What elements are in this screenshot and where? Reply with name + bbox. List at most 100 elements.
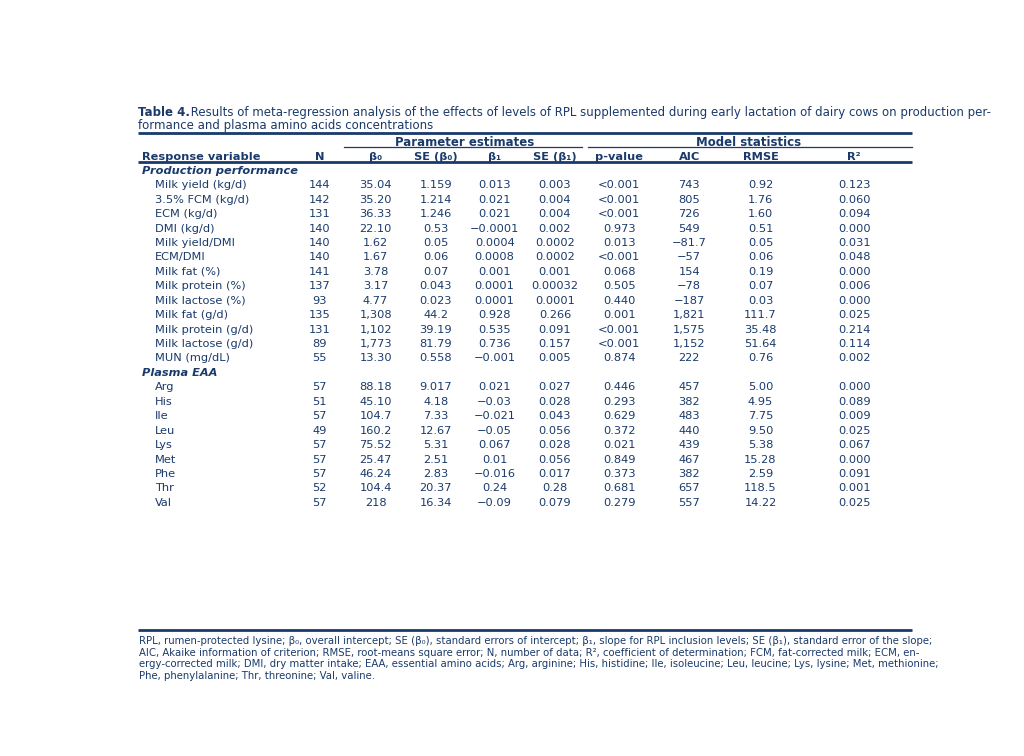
Text: 0.056: 0.056 [539,426,571,435]
Text: 0.535: 0.535 [478,324,511,335]
Text: DMI (kg/d): DMI (kg/d) [155,224,214,234]
Text: 57: 57 [312,498,327,508]
Text: 0.372: 0.372 [603,426,636,435]
Text: 1,821: 1,821 [673,310,706,321]
Text: 0.094: 0.094 [838,209,870,219]
Text: −0.03: −0.03 [477,397,512,407]
Text: 4.77: 4.77 [362,296,388,305]
Text: Milk lactose (g/d): Milk lactose (g/d) [155,339,253,349]
Text: 0.07: 0.07 [423,267,449,277]
Text: 1,152: 1,152 [673,339,706,349]
Text: 20.37: 20.37 [420,483,453,494]
Text: Milk fat (g/d): Milk fat (g/d) [155,310,228,321]
Text: −78: −78 [677,281,701,291]
Text: 1.67: 1.67 [362,253,388,262]
Text: 0.003: 0.003 [539,180,571,191]
Text: 111.7: 111.7 [744,310,777,321]
Text: p-value: p-value [595,152,643,162]
Text: 0.004: 0.004 [539,209,571,219]
Text: 0.05: 0.05 [748,238,773,248]
Text: 0.0001: 0.0001 [475,296,515,305]
Text: 743: 743 [678,180,699,191]
Text: 0.53: 0.53 [423,224,449,234]
Text: 51.64: 51.64 [744,339,776,349]
Text: 440: 440 [678,426,699,435]
Text: 0.000: 0.000 [838,454,870,464]
Text: 0.079: 0.079 [539,498,571,508]
Text: 0.002: 0.002 [539,224,571,234]
Text: RMSE: RMSE [742,152,778,162]
Text: −0.001: −0.001 [473,354,516,364]
Text: 0.0004: 0.0004 [475,238,514,248]
Text: 2.51: 2.51 [423,454,449,464]
Text: 0.025: 0.025 [838,310,870,321]
Text: 154: 154 [678,267,699,277]
Text: 0.067: 0.067 [838,440,870,450]
Text: 2.83: 2.83 [423,469,449,479]
Text: 0.05: 0.05 [423,238,449,248]
Text: 726: 726 [678,209,699,219]
Text: 1,308: 1,308 [359,310,392,321]
Text: 1.159: 1.159 [420,180,453,191]
Text: MUN (mg/dL): MUN (mg/dL) [155,354,229,364]
Text: 160.2: 160.2 [359,426,392,435]
Text: −187: −187 [674,296,705,305]
Text: 0.03: 0.03 [748,296,773,305]
Text: 0.07: 0.07 [748,281,773,291]
Text: 0.028: 0.028 [539,397,571,407]
Text: Milk lactose (%): Milk lactose (%) [155,296,246,305]
Text: 0.000: 0.000 [838,224,870,234]
Text: 467: 467 [678,454,699,464]
Text: 93: 93 [312,296,327,305]
Text: 0.001: 0.001 [539,267,571,277]
Text: Results of meta-regression analysis of the effects of levels of RPL supplemented: Results of meta-regression analysis of t… [186,106,991,119]
Text: Phe: Phe [155,469,176,479]
Text: 25.47: 25.47 [359,454,392,464]
Text: 57: 57 [312,440,327,450]
Text: 0.0001: 0.0001 [475,281,515,291]
Text: <0.001: <0.001 [598,195,640,205]
Text: 0.002: 0.002 [838,354,870,364]
Text: 57: 57 [312,469,327,479]
Text: 4.18: 4.18 [423,397,449,407]
Text: 104.4: 104.4 [359,483,392,494]
Text: 0.00032: 0.00032 [531,281,579,291]
Text: 439: 439 [678,440,699,450]
Text: 75.52: 75.52 [359,440,392,450]
Text: 0.51: 0.51 [748,224,773,234]
Text: 0.06: 0.06 [423,253,449,262]
Text: 142: 142 [308,195,330,205]
Text: 0.505: 0.505 [603,281,636,291]
Text: 0.009: 0.009 [838,411,870,421]
Text: 382: 382 [678,469,699,479]
Text: 1,773: 1,773 [359,339,392,349]
Text: 81.79: 81.79 [420,339,453,349]
Text: 35.04: 35.04 [359,180,392,191]
Text: 5.00: 5.00 [748,383,773,392]
Text: formance and plasma amino acids concentrations: formance and plasma amino acids concentr… [137,119,433,132]
Text: 549: 549 [678,224,699,234]
Text: 0.28: 0.28 [543,483,567,494]
Text: 1,102: 1,102 [359,324,392,335]
Text: 131: 131 [308,324,330,335]
Text: 22.10: 22.10 [359,224,392,234]
Text: 0.000: 0.000 [838,383,870,392]
Text: SE (β₁): SE (β₁) [534,152,577,162]
Text: 0.000: 0.000 [838,267,870,277]
Text: 0.000: 0.000 [838,296,870,305]
Text: <0.001: <0.001 [598,339,640,349]
Text: 0.028: 0.028 [539,440,571,450]
Text: 3.17: 3.17 [362,281,388,291]
Text: 0.214: 0.214 [838,324,870,335]
Text: 0.0008: 0.0008 [475,253,515,262]
Text: 5.31: 5.31 [423,440,449,450]
Text: Table 4.: Table 4. [137,106,189,119]
Text: 0.006: 0.006 [838,281,870,291]
Text: Met: Met [155,454,176,464]
Text: 51: 51 [312,397,327,407]
Text: 0.01: 0.01 [482,454,507,464]
Text: Parameter estimates: Parameter estimates [395,136,535,149]
Text: Ile: Ile [155,411,169,421]
Text: −57: −57 [677,253,701,262]
Text: 0.060: 0.060 [838,195,870,205]
